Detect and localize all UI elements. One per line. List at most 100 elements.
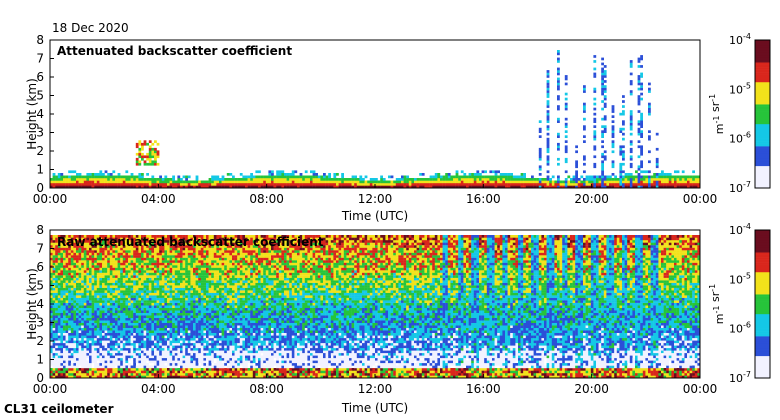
heat-cell — [164, 237, 168, 241]
heat-cell — [310, 175, 313, 179]
heat-cell — [146, 152, 149, 156]
heat-cell — [107, 357, 110, 361]
heat-cell — [60, 247, 64, 251]
heat-cell — [107, 342, 110, 346]
heat-cell — [164, 352, 168, 356]
heat-cell — [57, 257, 61, 261]
heat-cell — [109, 262, 113, 266]
heat-cell — [187, 247, 191, 251]
heat-cell — [161, 242, 165, 246]
heat-cell — [146, 352, 149, 356]
heat-cell — [489, 185, 493, 189]
heat-cell — [458, 185, 461, 189]
heat-cell — [169, 327, 173, 331]
heat-cell — [115, 310, 118, 313]
heat-cell — [65, 175, 69, 179]
heat-cell — [536, 178, 539, 181]
heat-cell — [78, 332, 82, 336]
heat-cell — [83, 240, 87, 243]
heat-cell — [143, 185, 147, 189]
heat-cell — [86, 305, 90, 308]
heat-cell — [120, 370, 123, 374]
heat-cell — [593, 90, 597, 93]
heat-cell — [81, 325, 84, 328]
heat-cell — [629, 80, 633, 83]
heat-cell — [156, 290, 160, 293]
heat-cell — [619, 173, 623, 176]
heat-cell — [518, 185, 521, 189]
heat-cell — [76, 347, 79, 351]
heat-cell — [679, 180, 682, 184]
heat-cell — [141, 363, 144, 366]
heat-cell — [151, 375, 155, 379]
heat-cell — [185, 368, 188, 371]
heat-cell — [135, 183, 139, 186]
heat-cell — [125, 170, 129, 174]
heat-cell — [195, 237, 199, 241]
heat-cell — [351, 175, 355, 179]
heat-cell — [492, 170, 495, 174]
heat-cell — [83, 342, 87, 346]
heat-cell — [593, 183, 597, 186]
heat-cell — [96, 337, 100, 341]
heat-cell — [156, 272, 160, 276]
heat-cell — [156, 317, 160, 321]
heat-cell — [112, 352, 116, 356]
heat-cell — [141, 347, 144, 351]
heat-cell — [70, 373, 74, 376]
heat-cell — [174, 373, 178, 376]
heat-cell — [629, 140, 633, 143]
heat-cell — [421, 183, 425, 186]
heat-cell — [73, 365, 77, 369]
heat-cell — [78, 342, 82, 346]
heat-cell — [94, 275, 97, 278]
heat-cell — [76, 277, 79, 281]
heat-cell — [193, 242, 196, 246]
heat-cell — [125, 282, 129, 286]
heat-cell — [63, 337, 66, 341]
heat-cell — [161, 272, 165, 276]
heat-cell — [156, 265, 160, 268]
heat-cell — [91, 300, 95, 303]
heat-cell — [174, 180, 178, 184]
heat-cell — [112, 250, 116, 253]
heat-cell — [195, 265, 199, 268]
heat-cell — [52, 280, 56, 283]
heat-cell — [567, 183, 571, 186]
heat-cell — [143, 255, 147, 258]
heat-cell — [164, 272, 168, 276]
heat-cell — [681, 185, 685, 189]
heat-cell — [156, 363, 160, 366]
heat-cell — [637, 97, 641, 101]
heat-cell — [164, 270, 168, 273]
heat-cell — [122, 332, 126, 336]
heat-cell — [125, 178, 129, 181]
heat-cell — [89, 352, 92, 356]
heat-cell — [151, 175, 155, 179]
heat-cell — [138, 142, 142, 146]
heat-cell — [104, 315, 108, 318]
heat-cell — [133, 373, 136, 376]
heat-cell — [180, 322, 183, 326]
heat-cell — [195, 267, 199, 271]
heat-cell — [122, 373, 126, 376]
heat-cell — [122, 240, 126, 243]
heat-cell — [89, 322, 92, 326]
heat-cell — [372, 183, 376, 186]
heat-cell — [57, 340, 61, 344]
heat-cell — [281, 175, 285, 179]
heat-cell — [122, 272, 126, 276]
heat-cell — [89, 287, 92, 291]
heat-cell — [107, 290, 110, 293]
heat-cell — [63, 250, 66, 253]
heat-cell — [195, 350, 199, 354]
heat-cell — [185, 363, 188, 366]
heat-cell — [99, 373, 103, 376]
heat-cell — [325, 180, 329, 184]
heat-cell — [286, 178, 290, 181]
heat-cell — [81, 363, 84, 366]
heat-cell — [138, 175, 142, 179]
heat-cell — [148, 375, 152, 379]
heat-cell — [146, 363, 149, 366]
heat-cell — [148, 300, 152, 303]
